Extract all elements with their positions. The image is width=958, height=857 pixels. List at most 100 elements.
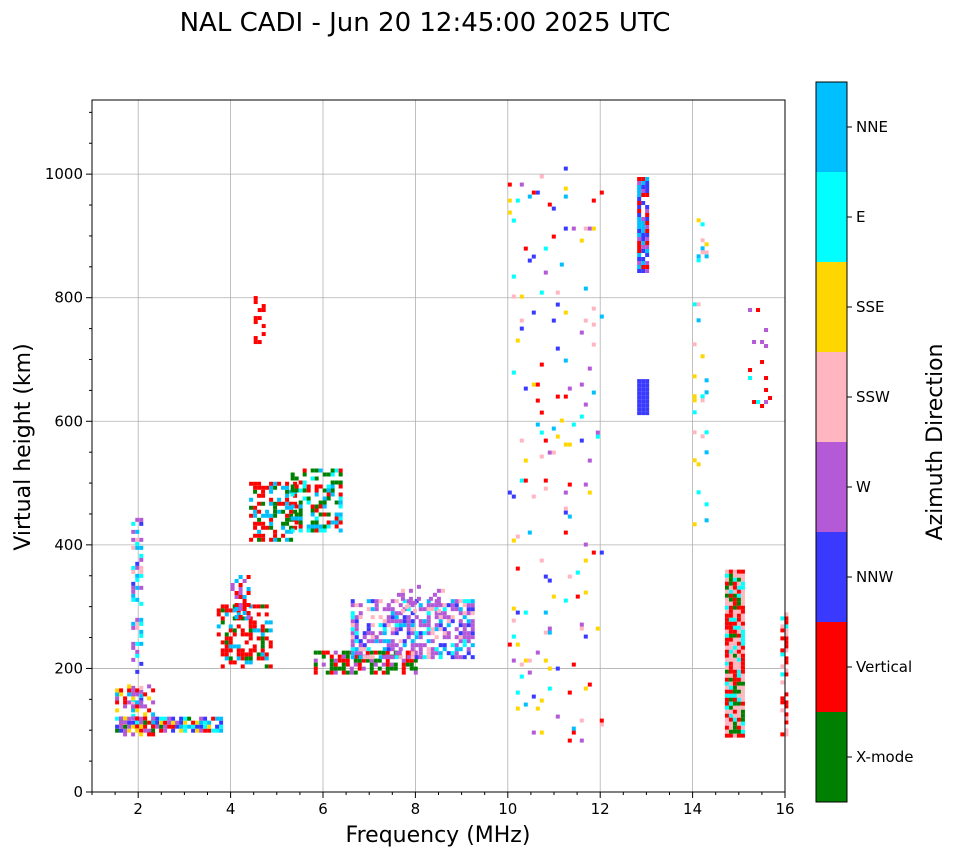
echo-point (519, 674, 524, 679)
echo-point (724, 605, 729, 610)
echo-point (736, 717, 741, 722)
echo-point (426, 623, 431, 628)
echo-series (253, 296, 266, 345)
echo-point (784, 640, 789, 645)
echo-point (310, 520, 315, 525)
echo-point (302, 496, 307, 501)
echo-point (539, 454, 544, 459)
echo-point (428, 596, 433, 601)
echo-point (318, 512, 323, 517)
echo-point (406, 627, 411, 632)
echo-point (310, 508, 315, 513)
echo-point (736, 573, 741, 578)
echo-point (430, 651, 435, 656)
echo-point (345, 662, 350, 667)
echo-point (365, 658, 370, 663)
echo-point (281, 485, 286, 490)
echo-point (523, 246, 528, 251)
echo-point (314, 520, 319, 525)
echo-point (131, 545, 136, 550)
echo-point (341, 654, 346, 659)
echo-series (230, 575, 251, 619)
echo-point (345, 658, 350, 663)
echo-point (268, 640, 273, 645)
echo-point (414, 655, 419, 660)
echo-point (293, 493, 298, 498)
echo-point (511, 658, 516, 663)
echo-point (418, 635, 423, 640)
echo-point (281, 501, 286, 506)
x-tick-label: 6 (318, 800, 328, 818)
echo-point (780, 680, 785, 685)
echo-point (238, 603, 243, 607)
echo-point (402, 615, 407, 620)
echo-point (645, 399, 650, 404)
echo-point (724, 705, 729, 710)
echo-point (531, 694, 536, 699)
echo-point (139, 569, 144, 574)
echo-point (369, 650, 374, 655)
echo-point (696, 302, 701, 307)
echo-point (450, 619, 455, 624)
echo-point (281, 509, 286, 514)
echo-point (386, 619, 391, 624)
echo-point (350, 627, 355, 632)
echo-point (191, 720, 196, 725)
echo-point (252, 620, 257, 625)
chart-title: NAL CADI - Jun 20 12:45:00 2025 UTC (180, 8, 671, 38)
echo-point (294, 504, 299, 509)
echo-point (641, 233, 646, 237)
echo-point (240, 628, 245, 633)
echo-point (458, 655, 463, 660)
echo-point (519, 182, 524, 187)
echo-point (732, 649, 737, 654)
echo-point (131, 645, 136, 650)
echo-point (394, 619, 399, 624)
echo-point (253, 296, 258, 301)
echo-point (700, 434, 705, 439)
echo-point (171, 724, 176, 729)
echo-point (240, 656, 245, 661)
echo-point (408, 600, 413, 605)
echo-point (511, 370, 516, 375)
echo-series (637, 177, 650, 273)
echo-point (700, 394, 705, 399)
echo-point (432, 592, 437, 597)
echo-point (358, 639, 363, 644)
echo-point (389, 662, 394, 667)
echo-point (724, 569, 729, 574)
echo-point (253, 521, 258, 526)
echo-point (458, 611, 463, 616)
echo-point (240, 648, 245, 653)
echo-point (736, 629, 741, 634)
echo-point (458, 635, 463, 640)
echo-point (159, 720, 164, 725)
echo-point (637, 217, 642, 221)
echo-point (410, 639, 415, 644)
echo-point (641, 395, 646, 400)
echo-point (139, 633, 144, 638)
echo-point (740, 657, 745, 662)
echo-point (780, 700, 785, 705)
echo-point (740, 705, 745, 710)
echo-point (285, 521, 290, 526)
echo-point (354, 619, 359, 624)
echo-point (579, 330, 584, 335)
echo-point (253, 320, 258, 325)
echo-point (579, 414, 584, 419)
echo-point (135, 577, 140, 582)
echo-point (253, 340, 258, 345)
echo-point (563, 194, 568, 199)
echo-point (692, 522, 697, 527)
echo-point (400, 592, 405, 597)
echo-point (406, 619, 411, 624)
echo-point (302, 468, 307, 473)
echo-point (641, 411, 646, 416)
echo-point (732, 593, 737, 598)
echo-point (362, 655, 367, 660)
echo-point (261, 521, 266, 526)
echo-point (386, 603, 391, 608)
echo-point (543, 574, 548, 579)
echo-point (159, 716, 164, 721)
echo-point (115, 724, 120, 729)
